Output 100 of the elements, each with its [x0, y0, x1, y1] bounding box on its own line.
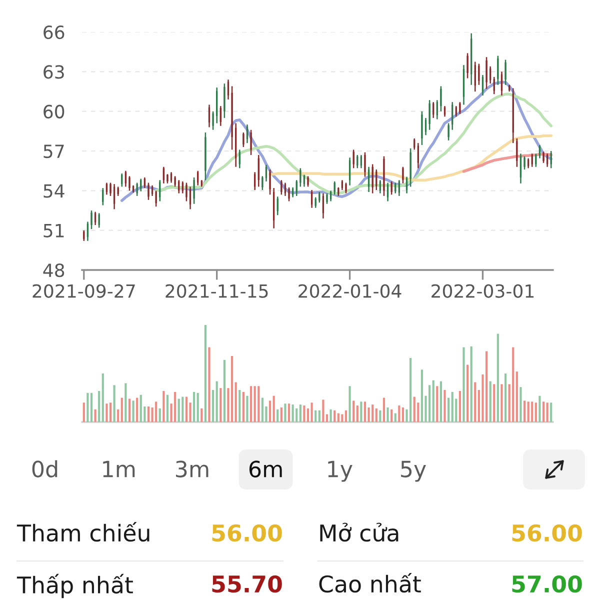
candlestick: [500, 71, 503, 96]
bar: [216, 381, 218, 422]
bar: [238, 390, 241, 422]
bar: [379, 410, 382, 422]
bar: [178, 398, 180, 422]
bar: [496, 334, 499, 422]
candlestick: [182, 180, 184, 194]
bar: [322, 400, 324, 422]
candlestick: [452, 101, 454, 130]
candlestick: [86, 221, 89, 242]
bar: [432, 380, 434, 422]
candlestick: [372, 164, 374, 194]
bar: [296, 408, 298, 422]
category-label: Mở cửa: [320, 522, 398, 542]
x-tick-label: 2022-01-04: [298, 284, 402, 298]
candlestick: [406, 176, 408, 194]
candlestick: [436, 99, 438, 120]
candlestick: [227, 78, 230, 100]
candlestick: [113, 183, 116, 210]
candlestick: [466, 52, 468, 79]
candlestick: [417, 142, 419, 169]
bar: [523, 400, 526, 422]
candlestick: [220, 105, 222, 127]
bar: [102, 374, 104, 422]
category-label: 1y: [328, 460, 352, 482]
candlestick: [524, 156, 526, 170]
bar: [109, 402, 112, 422]
bar: [360, 402, 362, 422]
x-tick-label: 2021-11-15: [166, 284, 268, 298]
bar: [474, 382, 476, 422]
bar: [444, 390, 446, 422]
bar: [98, 390, 100, 422]
candlestick: [390, 180, 392, 196]
category-label: 6m: [249, 460, 282, 478]
candlestick: [383, 156, 385, 197]
y-tick-label: 60: [44, 104, 64, 118]
candlestick: [364, 152, 366, 178]
bar: [284, 404, 286, 422]
candlestick: [489, 66, 492, 84]
text: 56.00: [512, 524, 582, 542]
bar: [500, 384, 503, 422]
candlestick: [269, 168, 271, 196]
bar: [212, 390, 214, 422]
y-tick-label: 63: [44, 65, 64, 79]
candlestick: [94, 211, 96, 226]
bar: [413, 396, 416, 422]
bar: [485, 351, 488, 422]
bar: [390, 409, 393, 422]
bar: [132, 400, 134, 422]
candlestick: [110, 182, 112, 197]
bar: [402, 407, 404, 422]
text: 57.00: [512, 575, 582, 593]
bar: [147, 406, 150, 422]
candlestick: [326, 192, 328, 205]
text: 56.00: [212, 524, 282, 542]
bar: [250, 386, 252, 422]
text: 55.70: [212, 575, 282, 593]
bar: [280, 407, 282, 422]
x-tick-label: 2021-09-27: [32, 284, 135, 298]
candlestick: [410, 148, 412, 188]
bar: [318, 410, 320, 422]
bar: [334, 410, 336, 422]
candlestick: [428, 99, 430, 130]
candlestick: [186, 182, 188, 202]
candlestick: [303, 174, 306, 188]
candlestick: [102, 187, 104, 206]
bar: [258, 386, 260, 422]
candlestick: [338, 186, 340, 197]
bar: [516, 372, 518, 422]
bar: [140, 394, 142, 422]
candlestick: [516, 138, 518, 168]
bar: [204, 325, 206, 422]
bar: [223, 360, 226, 422]
bar: [538, 396, 541, 422]
candlestick: [224, 82, 226, 119]
bar: [106, 404, 108, 422]
candlestick: [486, 56, 488, 90]
bar: [364, 402, 366, 422]
candlestick: [497, 55, 499, 86]
candlestick: [151, 184, 154, 197]
bar: [489, 381, 492, 422]
candlestick: [128, 175, 130, 192]
category-label: 0d: [32, 460, 58, 478]
bar: [462, 347, 465, 422]
candlestick: [307, 175, 309, 188]
bar: [94, 409, 96, 422]
bar: [303, 406, 306, 422]
bar: [348, 386, 351, 422]
candlestick: [330, 190, 332, 202]
candlestick: [117, 186, 119, 197]
bar: [466, 364, 469, 422]
bar: [542, 402, 545, 422]
bar: [166, 394, 169, 422]
bar: [306, 408, 310, 422]
y-tick-label: 51: [44, 224, 64, 238]
candlestick: [159, 179, 161, 202]
bar: [310, 402, 313, 422]
bar: [299, 404, 302, 422]
category-label: 3m: [176, 460, 208, 478]
candlestick: [314, 196, 316, 208]
